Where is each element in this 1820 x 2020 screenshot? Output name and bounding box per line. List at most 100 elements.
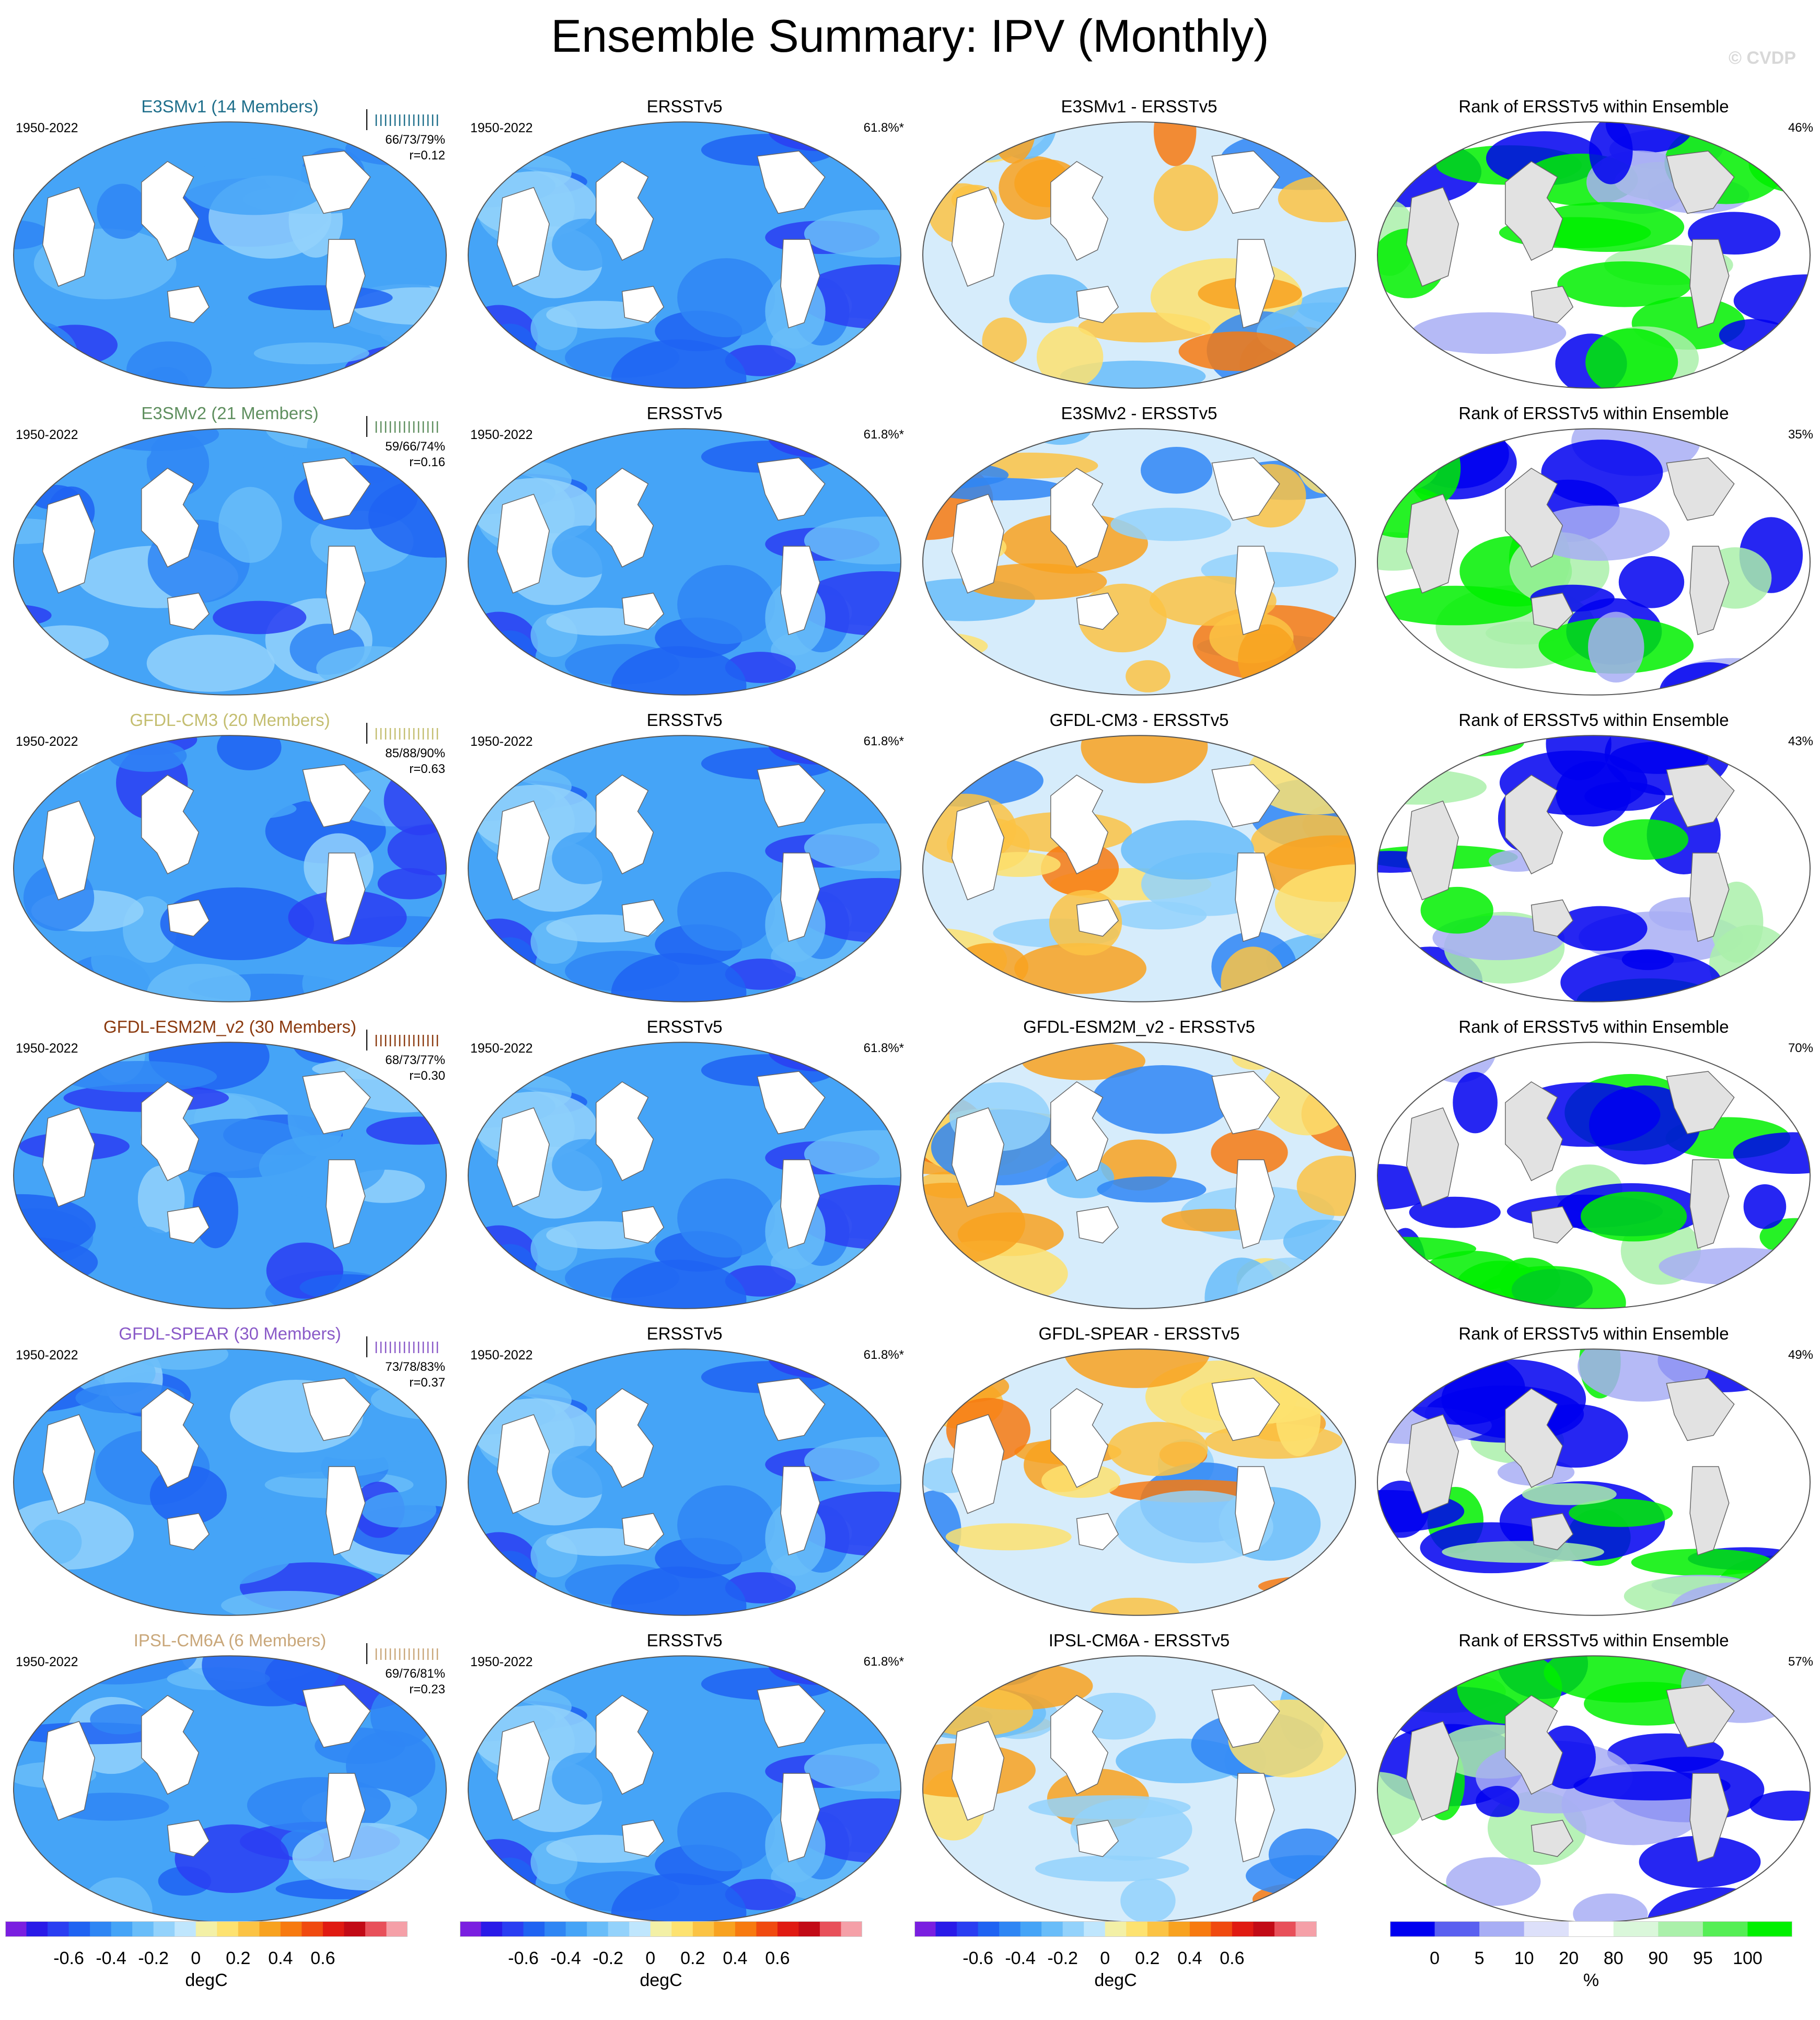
rank-pct: 35% — [1788, 428, 1813, 442]
colorbar-swatch — [1041, 1921, 1063, 1937]
pattern-corr-range: 59/66/74% — [385, 440, 445, 454]
colorbar-swatch — [714, 1921, 736, 1937]
colorbar-unit: % — [1583, 1970, 1599, 1990]
obs-title: ERSSTv5 — [646, 1324, 723, 1343]
diff-title: E3SMv1 - ERSSTv5 — [1061, 97, 1218, 116]
pattern-corr-range: 66/73/79% — [385, 133, 445, 147]
colorbar-swatch — [1569, 1921, 1614, 1937]
obs-title: ERSSTv5 — [646, 97, 723, 116]
rank-pct: 46% — [1788, 121, 1813, 135]
obs-variance-pct: 61.8%* — [863, 1655, 904, 1669]
colorbar-swatch — [587, 1921, 609, 1937]
colorbar-swatch — [798, 1921, 820, 1937]
period-label: 1950-2022 — [16, 121, 78, 135]
colorbar-swatch — [502, 1921, 524, 1937]
period-label: 1950-2022 — [470, 1041, 533, 1056]
colorbar-unit: degC — [640, 1970, 682, 1990]
diff-map — [922, 1348, 1357, 1616]
colorbar-tick-label: 80 — [1603, 1948, 1624, 1968]
colorbar-swatch — [365, 1921, 387, 1937]
colorbar: -0.6 -0.4 -0.2 0 0.2 0.4 0.6 degC — [914, 1921, 1317, 1990]
model-map — [13, 428, 447, 696]
model-map — [13, 1655, 447, 1923]
model-title: IPSL-CM6A (6 Members) — [133, 1631, 327, 1650]
rank-title: Rank of ERSSTv5 within Ensemble — [1458, 1324, 1729, 1343]
obs-title: ERSSTv5 — [646, 1631, 723, 1650]
colorbar-unit: degC — [185, 1970, 228, 1990]
model-title: E3SMv1 (14 Members) — [141, 97, 319, 116]
colorbar-swatch — [565, 1921, 587, 1937]
colorbar-tick-label: -0.2 — [1047, 1948, 1078, 1968]
colorbar-tick-label: 0 — [1430, 1948, 1440, 1968]
colorbar-tick-label: 0.2 — [680, 1948, 705, 1968]
colorbar-swatch — [26, 1921, 48, 1937]
colorbar-swatch — [1232, 1921, 1254, 1937]
colorbar-swatch — [1747, 1921, 1792, 1937]
colorbar-tick-label: 20 — [1559, 1948, 1579, 1968]
rank-map — [1376, 121, 1811, 389]
model-title: E3SMv2 (21 Members) — [141, 403, 319, 423]
model-panel: E3SMv1 (14 Members) 1950-2022 66/73/79% r=0… — [5, 97, 455, 397]
colorbar-swatch — [1274, 1921, 1296, 1937]
diff-title: GFDL-CM3 - ERSSTv5 — [1049, 710, 1229, 730]
diff-map — [922, 428, 1357, 696]
diff-panel: GFDL-SPEAR - ERSSTv5 — [914, 1324, 1364, 1624]
colorbar-swatch — [1524, 1921, 1569, 1937]
period-label: 1950-2022 — [470, 1655, 533, 1669]
colorbar-swatch — [132, 1921, 154, 1937]
colorbar-swatch — [90, 1921, 112, 1937]
obs-panel: ERSSTv5 1950-2022 61.8%* — [460, 1631, 909, 1931]
diff-title: GFDL-SPEAR - ERSSTv5 — [1038, 1324, 1240, 1343]
colorbar-swatch — [153, 1921, 175, 1937]
colorbar-swatch — [280, 1921, 302, 1937]
diff-title: GFDL-ESM2M_v2 - ERSSTv5 — [1023, 1017, 1255, 1036]
period-label: 1950-2022 — [16, 428, 78, 442]
period-label: 1950-2022 — [16, 1348, 78, 1363]
pattern-corr-range: 69/76/81% — [385, 1667, 445, 1681]
obs-panel: ERSSTv5 1950-2022 61.8%* — [460, 97, 909, 397]
correlation-value: r=0.30 — [409, 1069, 445, 1083]
colorbar-swatch — [1702, 1921, 1748, 1937]
obs-map — [467, 428, 902, 696]
model-title: GFDL-ESM2M_v2 (30 Members) — [103, 1017, 357, 1036]
colorbar: -0.6 -0.4 -0.2 0 0.2 0.4 0.6 degC — [5, 1921, 408, 1990]
obs-variance-pct: 61.8%* — [863, 734, 904, 748]
diff-map — [922, 735, 1357, 1002]
period-label: 1950-2022 — [470, 121, 533, 135]
diff-map — [922, 121, 1357, 389]
rank-title: Rank of ERSSTv5 within Ensemble — [1458, 1631, 1729, 1650]
colorbar-swatches — [1390, 1921, 1792, 1937]
colorbar-swatch — [1084, 1921, 1106, 1937]
obs-map — [467, 1042, 902, 1309]
colorbar-swatch — [819, 1921, 841, 1937]
colorbar-swatch — [756, 1921, 778, 1937]
diff-title: IPSL-CM6A - ERSSTv5 — [1048, 1631, 1230, 1650]
rank-panel: Rank of ERSSTv5 within Ensemble 70% — [1369, 1017, 1818, 1318]
period-label: 1950-2022 — [470, 1348, 533, 1363]
colorbar-swatch — [935, 1921, 957, 1937]
correlation-value: r=0.37 — [409, 1376, 445, 1390]
colorbar-swatch — [1295, 1921, 1317, 1937]
rank-map — [1376, 428, 1811, 696]
colorbar-swatches — [460, 1921, 862, 1937]
colorbar-tick-label: 0 — [191, 1948, 201, 1968]
correlation-value: r=0.16 — [409, 455, 445, 469]
colorbar-tick-label: -0.4 — [96, 1948, 126, 1968]
obs-panel: ERSSTv5 1950-2022 61.8%* — [460, 710, 909, 1011]
page-title: Ensemble Summary: IPV (Monthly) — [551, 10, 1269, 62]
member-pattern-corr-ticks — [366, 1030, 438, 1051]
colorbar-tick-label: -0.6 — [508, 1948, 539, 1968]
colorbar-swatch — [914, 1921, 936, 1937]
rank-pct: 70% — [1788, 1041, 1813, 1055]
obs-variance-pct: 61.8%* — [863, 428, 904, 442]
member-pattern-corr-ticks — [366, 109, 438, 130]
colorbar-swatch — [608, 1921, 630, 1937]
colorbar-tick-label: -0.4 — [550, 1948, 581, 1968]
colorbar-swatch — [1613, 1921, 1659, 1937]
rank-pct: 49% — [1788, 1348, 1813, 1362]
pattern-stats: 66/73/79% r=0.12 — [385, 132, 445, 164]
rank-map — [1376, 1655, 1811, 1923]
colorbar-tick-label: -0.4 — [1005, 1948, 1036, 1968]
colorbar-swatch — [386, 1921, 408, 1937]
member-pattern-corr-ticks — [366, 1643, 438, 1664]
